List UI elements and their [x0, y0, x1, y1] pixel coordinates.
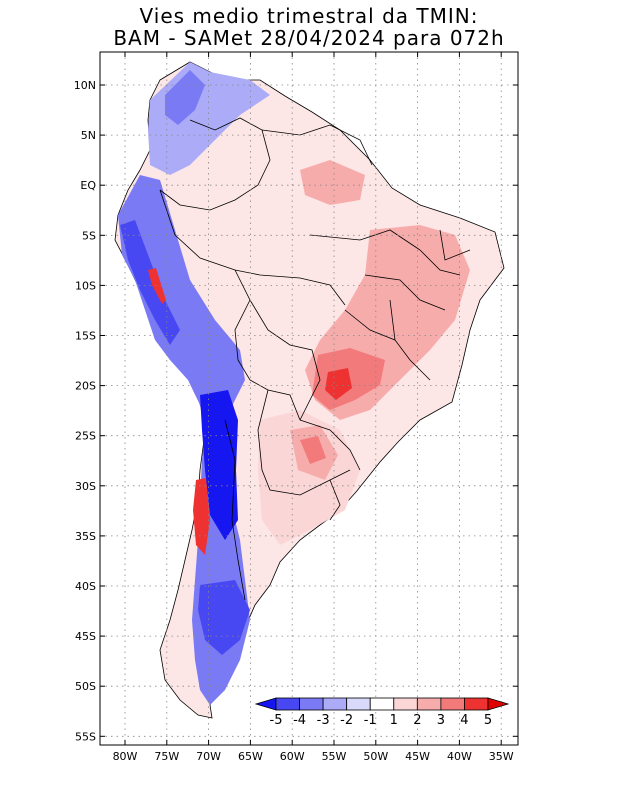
lat-label: 55S — [75, 730, 96, 743]
warm-bias-peak — [325, 368, 352, 400]
warm-bias-south — [258, 410, 360, 545]
colorbar-label: -5 — [270, 713, 283, 728]
lat-label: 25S — [75, 430, 96, 443]
colorbar-label: 1 — [390, 713, 398, 728]
colorbar-box — [299, 697, 324, 711]
lon-label: 60W — [280, 750, 305, 763]
warm-bias-north — [300, 160, 365, 205]
lat-label: 45S — [75, 630, 96, 643]
lon-label: 40W — [447, 750, 472, 763]
colorbar-label: 3 — [437, 713, 445, 728]
lat-label: 50S — [75, 680, 96, 693]
lon-label: 80W — [113, 750, 138, 763]
colorbar-label: -1 — [364, 713, 377, 728]
lon-label: 35W — [489, 750, 514, 763]
lat-label: 15S — [75, 330, 96, 343]
lat-label: 35S — [75, 530, 96, 543]
cold-bias-peru-coast — [120, 220, 180, 345]
colorbar-box — [369, 697, 395, 711]
map-title-line2: BAM - SAMet 28/04/2024 para 072h — [113, 26, 505, 50]
lon-label: 50W — [363, 750, 388, 763]
lat-label: 30S — [75, 480, 96, 493]
colorbar-label: 4 — [460, 713, 468, 728]
lat-label: 20S — [75, 380, 96, 393]
colorbar-box — [275, 697, 300, 711]
lat-label: 10N — [74, 79, 96, 92]
lon-label: 75W — [154, 750, 179, 763]
lat-label: 10S — [75, 279, 96, 292]
colorbar-label: 5 — [484, 713, 492, 728]
map-axes: 10N 5N EQ 5S 10S 15S 20S 25S 30S 35S 40S 45S 50S 55S 8… — [74, 52, 518, 763]
graticule — [100, 52, 518, 745]
lon-label: 65W — [238, 750, 263, 763]
lon-label: 45W — [405, 750, 430, 763]
colorbar-box — [393, 697, 418, 711]
colorbar-label: -4 — [293, 713, 306, 728]
colorbar-box — [464, 697, 489, 711]
cold-bias-colombia-core — [165, 70, 205, 125]
lat-label: EQ — [80, 179, 96, 192]
cold-bias-andes-strong — [200, 390, 238, 540]
colorbar-label: -2 — [340, 713, 353, 728]
colorbar-max-arrow — [487, 697, 510, 711]
warm-bias-andes-peru — [148, 268, 166, 304]
lon-label: 70W — [196, 750, 221, 763]
colorbar: -5 -4 -3 -2 -1 1 2 3 4 5 — [254, 697, 510, 728]
colorbar-box — [346, 697, 371, 711]
map-title-line1: Vies medio trimestral da TMIN: — [139, 4, 479, 28]
country-borders — [159, 117, 471, 601]
colorbar-label: -3 — [317, 713, 330, 728]
lat-label: 5N — [81, 129, 96, 142]
colorbar-box — [440, 697, 465, 711]
colorbar-box — [322, 697, 348, 711]
lat-label: 40S — [75, 580, 96, 593]
colorbar-label: 2 — [413, 713, 421, 728]
colorbar-box — [416, 697, 442, 711]
lat-label: 5S — [82, 229, 96, 242]
warm-bias-south-core — [300, 436, 326, 464]
lon-label: 55W — [322, 750, 347, 763]
